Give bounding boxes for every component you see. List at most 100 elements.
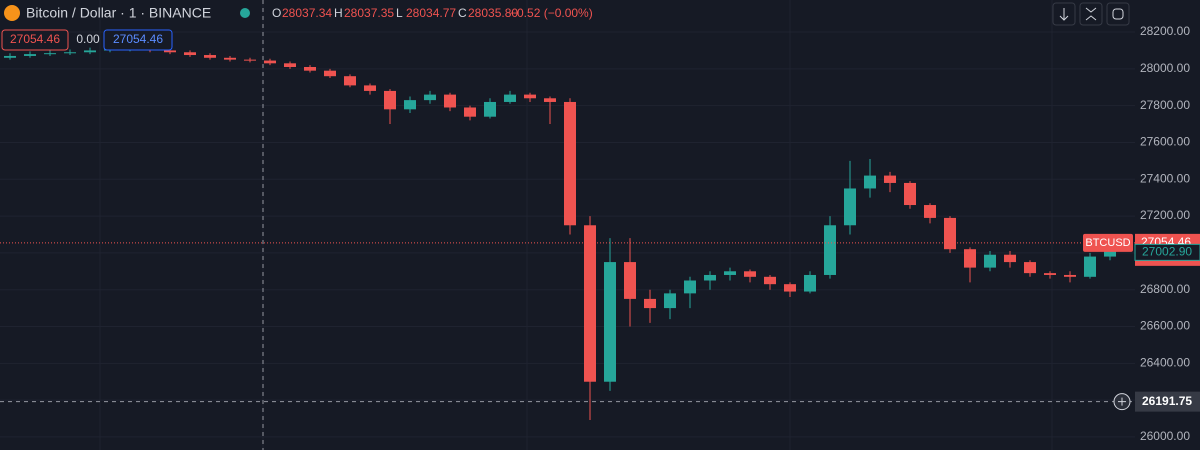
candle-body xyxy=(504,94,516,102)
y-tick-label: 28200.00 xyxy=(1140,24,1190,38)
ohlc-key: O xyxy=(272,6,281,20)
candle-body xyxy=(284,63,296,67)
change: −0.52 (−0.00%) xyxy=(510,6,593,20)
candle-body xyxy=(584,225,596,382)
candle-body xyxy=(264,60,276,64)
crosshair-tag xyxy=(1135,391,1200,412)
add-icon xyxy=(1118,397,1126,406)
candle-body xyxy=(364,85,376,91)
y-tick-label: 26400.00 xyxy=(1140,355,1190,369)
button-icon xyxy=(1059,8,1069,21)
candle-body xyxy=(724,271,736,275)
candle-body xyxy=(384,90,396,110)
candle-body xyxy=(1024,262,1036,274)
y-tick-label: 27600.00 xyxy=(1140,135,1190,149)
candle-body xyxy=(344,76,356,86)
candle-body xyxy=(1004,254,1016,263)
candle-body xyxy=(644,298,656,309)
y-tick-label: 27800.00 xyxy=(1140,98,1190,112)
candle-body xyxy=(1084,256,1096,277)
candle-body xyxy=(464,107,476,117)
input-value: 27054.46 xyxy=(10,32,60,46)
ohlc-value: 28035.80 xyxy=(468,6,518,20)
axis-background xyxy=(1135,0,1200,450)
candle-body xyxy=(224,57,236,60)
candle-body xyxy=(624,262,636,299)
candle-body xyxy=(704,274,716,281)
ohlc-key: H xyxy=(334,6,343,20)
y-tick-label: 27200.00 xyxy=(1140,208,1190,222)
button[interactable] xyxy=(1106,2,1130,26)
candle-body xyxy=(904,182,916,206)
symbol-tag-label: BTCUSD xyxy=(1085,237,1130,249)
button-icon xyxy=(1112,8,1124,20)
second-price-tag xyxy=(1134,243,1200,261)
y-tick-label: 26000.00 xyxy=(1140,429,1190,443)
y-tick-label: 27400.00 xyxy=(1140,171,1190,185)
symbol-icon xyxy=(4,5,20,21)
input-box[interactable] xyxy=(103,29,173,51)
candle-body xyxy=(944,217,956,250)
candle-body xyxy=(244,59,256,61)
crosshair-label: 26191.75 xyxy=(1142,394,1192,408)
button-icon xyxy=(1085,7,1097,21)
input-value: 0.00 xyxy=(76,32,100,46)
candle-body xyxy=(404,100,416,110)
candle-body xyxy=(1064,274,1076,277)
candle-body xyxy=(324,70,336,77)
y-tick-label: 26800.00 xyxy=(1140,282,1190,296)
candle-body xyxy=(844,188,856,226)
ohlc-value: 28034.77 xyxy=(406,6,456,20)
candle-body xyxy=(204,55,216,58)
candle-body xyxy=(164,50,176,53)
input-value: 27054.46 xyxy=(113,32,163,46)
ohlc-key: C xyxy=(458,6,467,20)
y-tick-label: 28000.00 xyxy=(1140,61,1190,75)
candles xyxy=(4,45,1116,420)
ohlc: O 28037.34 H 28037.35 L 28034.77 C 28035.80 xyxy=(272,6,518,20)
candle-body xyxy=(64,52,76,54)
candle-body xyxy=(184,52,196,56)
price-axis: 26000.0026200.0026400.0026600.0026800.00… xyxy=(1135,0,1200,450)
candle-body xyxy=(924,205,936,218)
header: Bitcoin / Dollar · 1 · BINANCE O 28037.34… xyxy=(4,2,1130,26)
candle-body xyxy=(1044,273,1056,275)
candle-body xyxy=(524,94,536,99)
button[interactable] xyxy=(1052,2,1076,26)
candle-body xyxy=(984,254,996,268)
symbol-title: Bitcoin / Dollar · 1 · BINANCE xyxy=(26,5,211,21)
candle-body xyxy=(564,101,576,226)
candle-body xyxy=(784,284,796,292)
candle-body xyxy=(804,274,816,292)
candle-body xyxy=(764,276,776,285)
candle-body xyxy=(424,94,436,101)
candle-body xyxy=(484,101,496,117)
candle-body xyxy=(444,94,456,108)
second-price-label: 27002.90 xyxy=(1142,245,1192,259)
input-box[interactable] xyxy=(1,29,69,51)
inputs: 27054.46 0.00 27054.46 xyxy=(1,29,173,51)
candle-body xyxy=(664,293,676,309)
candle-body xyxy=(24,54,36,56)
button[interactable] xyxy=(1079,2,1103,26)
candle-body xyxy=(884,175,896,183)
ohlc-value: 28037.35 xyxy=(344,6,394,20)
candle-body xyxy=(744,271,756,277)
ohlc-key: L xyxy=(396,6,403,20)
candle-body xyxy=(824,225,836,275)
overlay xyxy=(0,0,1135,450)
candle-body xyxy=(544,98,556,102)
candle-body xyxy=(44,53,56,55)
candle-body xyxy=(964,249,976,268)
y-tick-label: 26600.00 xyxy=(1140,319,1190,333)
candle-body xyxy=(304,66,316,71)
candle-body xyxy=(864,175,876,189)
candle-body xyxy=(604,262,616,382)
status-dot xyxy=(240,8,250,18)
candle-body xyxy=(684,280,696,294)
ohlc-value: 28037.34 xyxy=(282,6,332,20)
candle-body xyxy=(4,55,16,58)
candle-body xyxy=(84,50,96,53)
